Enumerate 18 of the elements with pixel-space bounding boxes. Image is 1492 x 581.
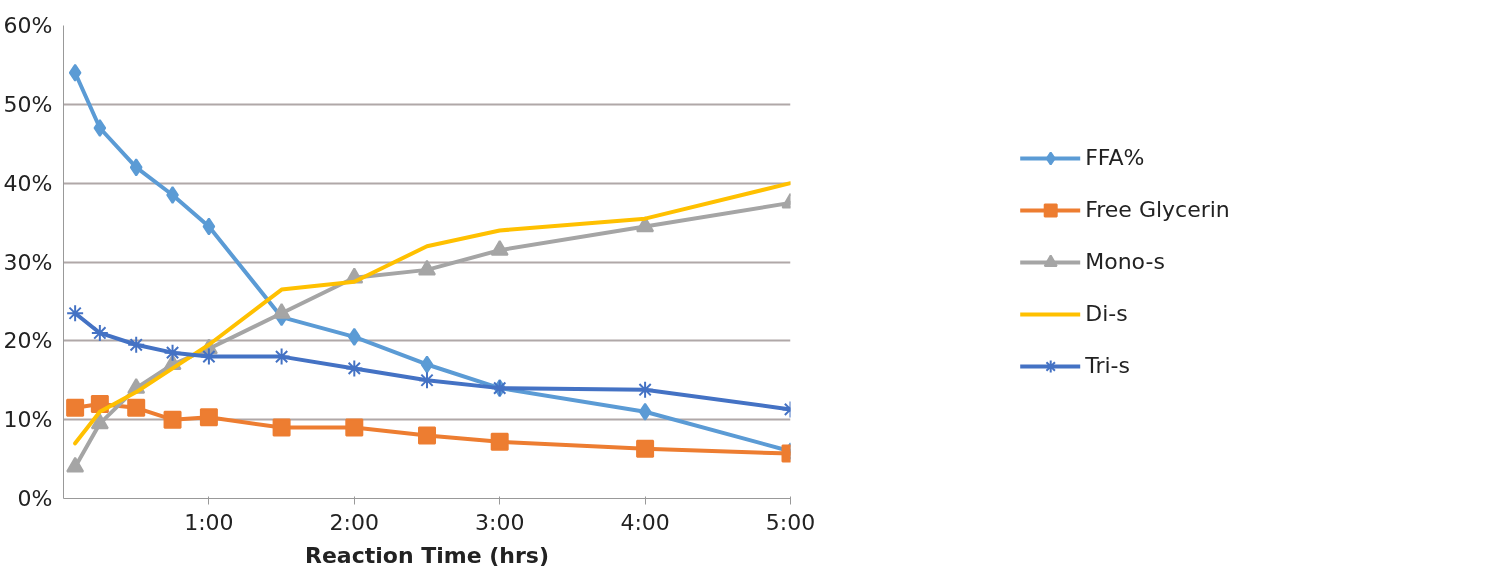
y-tick-label: 20%: [3, 328, 53, 354]
y-tick-label: 50%: [3, 91, 53, 117]
legend-label: Di-s: [1085, 301, 1128, 326]
y-tick-label: 10%: [3, 407, 53, 433]
legend-label: Mono-s: [1085, 249, 1165, 274]
legend-label: Free Glycerin: [1085, 197, 1230, 222]
legend-label: FFA%: [1085, 145, 1145, 170]
x-tick-label: 5:00: [765, 509, 816, 535]
legend-label: Tri-s: [1085, 353, 1130, 378]
x-tick-label: 4:00: [620, 509, 670, 535]
x-tick-label: 1:00: [184, 509, 234, 535]
y-tick-label: 40%: [3, 170, 53, 196]
y-tick-label: 0%: [17, 486, 53, 511]
y-tick-label: 30%: [3, 249, 53, 275]
x-tick-label: 3:00: [475, 509, 525, 535]
y-tick-label: 60%: [3, 13, 53, 38]
x-axis-title: Reaction Time (hrs): [305, 542, 550, 568]
x-tick-label: 2:00: [329, 509, 379, 535]
